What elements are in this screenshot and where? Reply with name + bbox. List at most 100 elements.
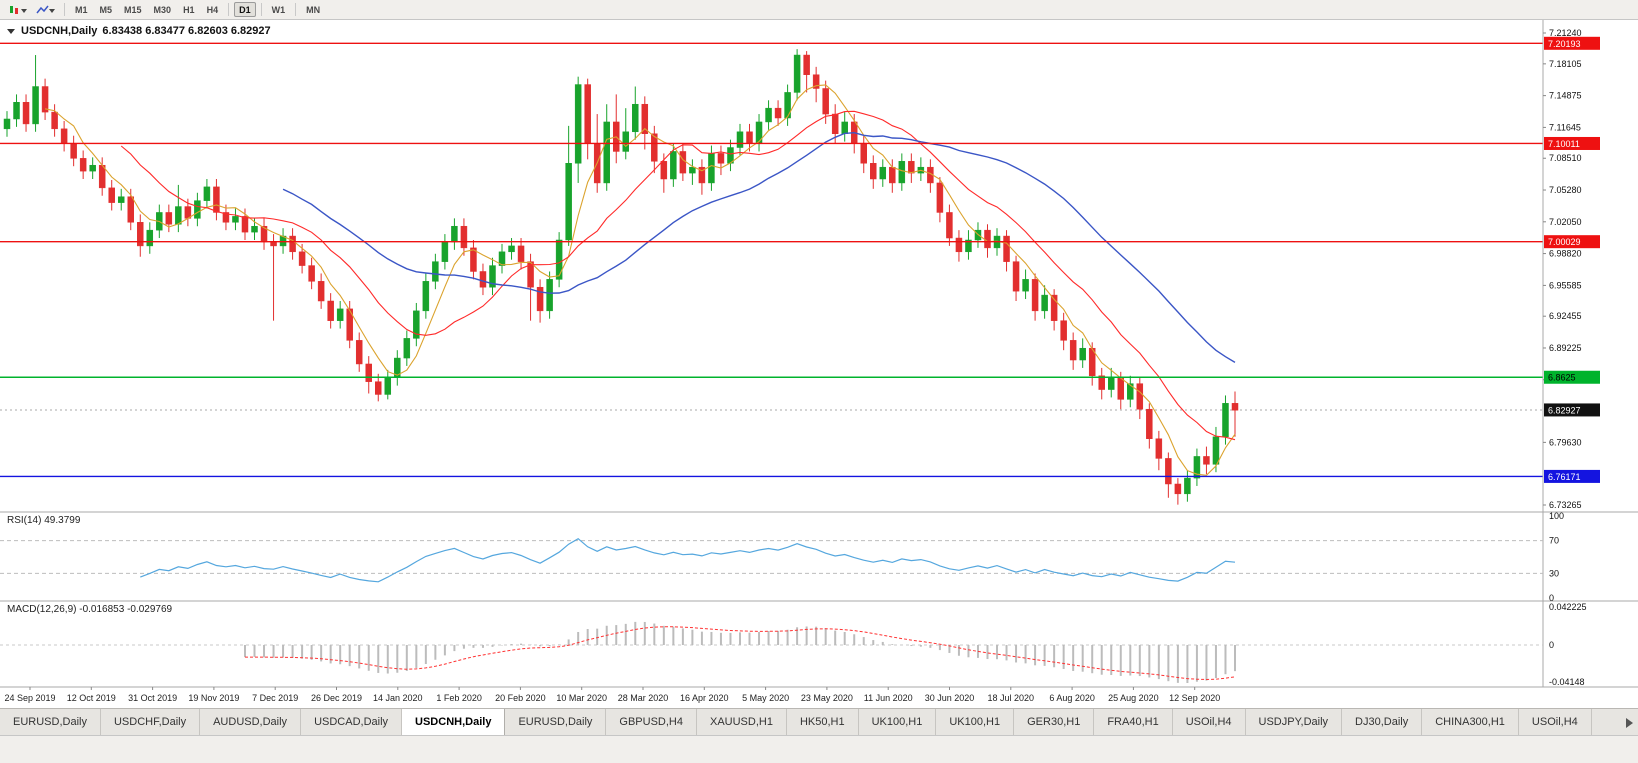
toolbar-separator <box>64 3 65 16</box>
chart-tab[interactable]: USOil,H4 <box>1172 709 1246 735</box>
tab-scroll-right-icon[interactable] <box>1620 710 1638 735</box>
price-badge-6.8625: 6.8625 <box>1544 370 1600 384</box>
svg-text:10 Mar 2020: 10 Mar 2020 <box>556 693 607 703</box>
chart-ohlc-values: 6.83438 6.83477 6.82603 6.82927 <box>102 25 271 37</box>
svg-text:6.76171: 6.76171 <box>1548 472 1581 482</box>
svg-text:6.79630: 6.79630 <box>1549 437 1582 447</box>
chart-tab[interactable]: XAUUSD,H1 <box>696 709 787 735</box>
price-badge-7.10011: 7.10011 <box>1544 136 1600 150</box>
svg-text:6.8625: 6.8625 <box>1548 373 1576 383</box>
svg-text:7.21240: 7.21240 <box>1549 28 1582 38</box>
svg-text:7 Dec 2019: 7 Dec 2019 <box>252 693 298 703</box>
svg-text:24 Sep 2019: 24 Sep 2019 <box>4 693 55 703</box>
chart-tab[interactable]: UK100,H1 <box>858 709 937 735</box>
svg-text:7.08510: 7.08510 <box>1549 153 1582 163</box>
svg-text:70: 70 <box>1549 536 1559 546</box>
chart-tab[interactable]: CHINA300,H1 <box>1422 709 1519 735</box>
svg-text:31 Oct 2019: 31 Oct 2019 <box>128 693 177 703</box>
chart-tab[interactable]: AUDUSD,Daily <box>200 709 302 735</box>
chart-title-marker-icon <box>7 28 15 34</box>
price-badge-6.76171: 6.76171 <box>1544 469 1600 483</box>
toolbar-separator <box>260 3 262 16</box>
timeframe-button-MN[interactable]: MN <box>301 2 325 17</box>
svg-text:0: 0 <box>1549 593 1554 603</box>
svg-text:7.00029: 7.00029 <box>1548 237 1581 247</box>
svg-text:7.20193: 7.20193 <box>1548 39 1581 49</box>
macd-name: MACD(12,26,9) <box>7 604 77 615</box>
svg-text:6.98820: 6.98820 <box>1549 249 1582 259</box>
svg-text:14 Jan 2020: 14 Jan 2020 <box>373 693 423 703</box>
chart-tab[interactable]: GER30,H1 <box>1014 709 1095 735</box>
toolbar-separator <box>295 3 297 16</box>
svg-text:23 May 2020: 23 May 2020 <box>801 693 853 703</box>
chart-tab[interactable]: UK100,H1 <box>936 709 1015 735</box>
svg-text:5 May 2020: 5 May 2020 <box>742 693 789 703</box>
chart-tab[interactable]: EURUSD,Daily <box>505 709 607 735</box>
timeframe-button-H1[interactable]: H1 <box>178 2 200 17</box>
timeframe-button-M15[interactable]: M15 <box>119 2 147 17</box>
ma-slow-line <box>282 131 1236 364</box>
rsi-indicator-label: RSI(14) 49.3799 <box>7 515 80 526</box>
ma-fast-line <box>44 84 1236 476</box>
svg-text:18 Jul 2020: 18 Jul 2020 <box>988 693 1035 703</box>
svg-text:25 Aug 2020: 25 Aug 2020 <box>1108 693 1159 703</box>
svg-text:7.14875: 7.14875 <box>1549 91 1582 101</box>
chart-tab[interactable]: USDCAD,Daily <box>301 709 403 735</box>
svg-text:7.11645: 7.11645 <box>1549 122 1581 132</box>
price-axis: 7.21240 7.18105 7.14875 7.11645 7.08510 7.052… <box>1543 28 1582 510</box>
svg-text:11 Jun 2020: 11 Jun 2020 <box>864 693 913 703</box>
svg-text:0: 0 <box>1549 640 1554 650</box>
svg-text:6.95585: 6.95585 <box>1549 280 1582 290</box>
timeframe-toolbar: M1 M5 M15 M30 H1 H4 D1 W1 MN <box>0 0 1638 20</box>
svg-text:6.89225: 6.89225 <box>1549 343 1582 353</box>
chart-symbol-label: USDCNH,Daily <box>21 25 98 37</box>
macd-values: -0.016853 -0.029769 <box>79 604 173 615</box>
svg-text:6.73265: 6.73265 <box>1549 500 1582 510</box>
timeframe-button-M30[interactable]: M30 <box>149 2 177 17</box>
timeframe-button-H4[interactable]: H4 <box>202 2 224 17</box>
price-badge-7.00029: 7.00029 <box>1544 235 1600 249</box>
svg-text:7.10011: 7.10011 <box>1548 139 1580 149</box>
ma-medium-line <box>120 110 1236 441</box>
chart-tab[interactable]: EURUSD,Daily <box>0 709 101 735</box>
chart-tab[interactable]: USDJPY,Daily <box>1245 709 1343 735</box>
chart-tabs: EURUSD,Daily USDCHF,Daily AUDUSD,Daily USDC… <box>0 709 1592 735</box>
macd-signal-line <box>244 626 1236 681</box>
svg-text:30: 30 <box>1549 568 1559 578</box>
price-badge-7.20193: 7.20193 <box>1544 36 1600 50</box>
svg-text:28 Mar 2020: 28 Mar 2020 <box>618 693 669 703</box>
chart-type-dropdown-icon[interactable] <box>33 2 59 18</box>
chart-title: USDCNH,Daily 6.83438 6.83477 6.82603 6.8… <box>7 25 271 37</box>
chart-tab-bar: EURUSD,Daily USDCHF,Daily AUDUSD,Daily USDC… <box>0 708 1638 735</box>
rsi-name: RSI(14) <box>7 515 42 526</box>
rsi-line <box>140 537 1236 583</box>
svg-text:0.042225: 0.042225 <box>1549 602 1587 612</box>
chart-tab[interactable]: USDCHF,Daily <box>100 709 201 735</box>
svg-text:12 Oct 2019: 12 Oct 2019 <box>67 693 116 703</box>
svg-text:12 Sep 2020: 12 Sep 2020 <box>1169 693 1220 703</box>
chart-tab[interactable]: USDCNH,Daily <box>402 709 506 735</box>
svg-text:16 Apr 2020: 16 Apr 2020 <box>680 693 729 703</box>
chart-tab[interactable]: GBPUSD,H4 <box>606 709 697 735</box>
macd-histogram <box>243 621 1236 683</box>
timeframe-button-W1[interactable]: W1 <box>267 2 291 17</box>
svg-text:-0.04148: -0.04148 <box>1549 677 1585 687</box>
chart-tab[interactable]: FRA40,H1 <box>1094 709 1173 735</box>
timeframe-button-D1[interactable]: D1 <box>234 2 256 17</box>
macd-indicator-label: MACD(12,26,9) -0.016853 -0.029769 <box>7 604 172 615</box>
time-axis: 24 Sep 2019 12 Oct 2019 31 Oct 2019 19 Nov … <box>4 687 1220 703</box>
svg-text:6 Aug 2020: 6 Aug 2020 <box>1049 693 1095 703</box>
status-bar <box>0 735 1638 763</box>
chart-tab[interactable]: DJ30,Daily <box>1342 709 1423 735</box>
chart-canvas[interactable]: 7.21240 7.18105 7.14875 7.11645 7.08510 7.052… <box>0 0 1638 710</box>
symbol-dropdown-icon[interactable] <box>5 2 31 18</box>
svg-text:30 Jun 2020: 30 Jun 2020 <box>925 693 975 703</box>
timeframe-button-M1[interactable]: M1 <box>70 2 93 17</box>
chart-tab[interactable]: HK50,H1 <box>786 709 859 735</box>
chart-tab[interactable]: USOil,H4 <box>1518 709 1592 735</box>
svg-text:20 Feb 2020: 20 Feb 2020 <box>495 693 546 703</box>
rsi-value: 49.3799 <box>44 515 81 526</box>
timeframe-button-M5[interactable]: M5 <box>95 2 118 17</box>
svg-text:26 Dec 2019: 26 Dec 2019 <box>311 693 362 703</box>
